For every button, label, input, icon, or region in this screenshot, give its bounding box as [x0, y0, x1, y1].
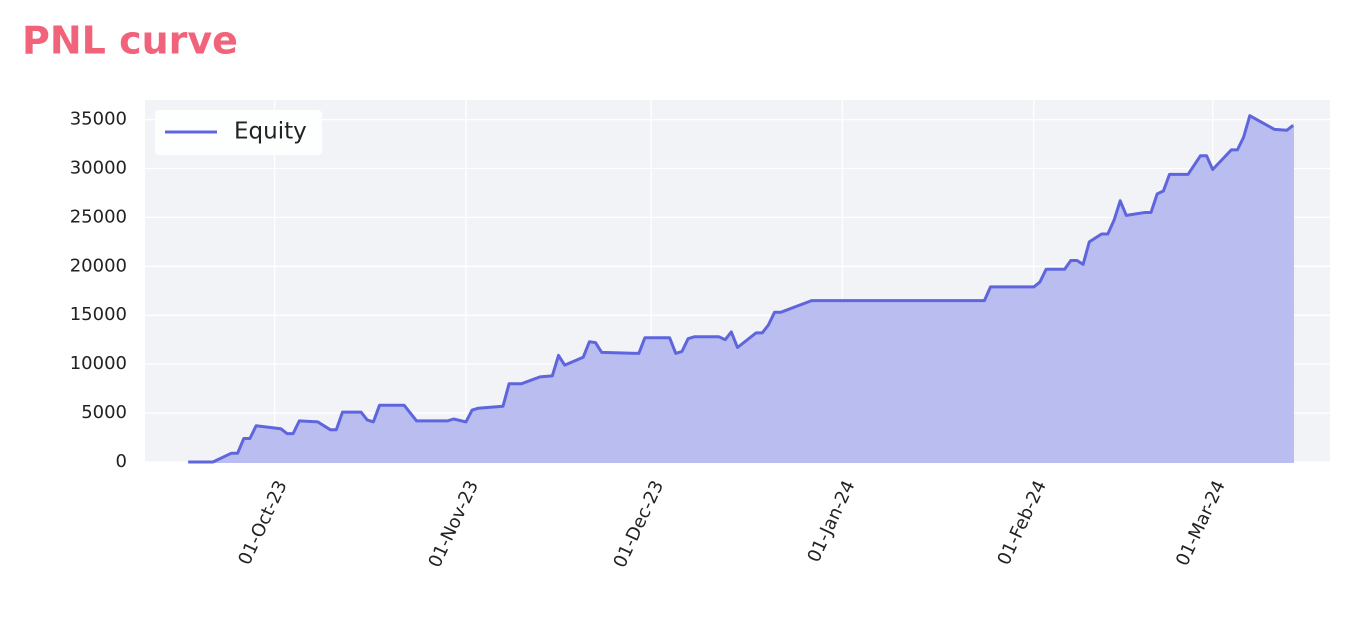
- y-tick-label: 15000: [70, 304, 127, 325]
- y-tick-label: 35000: [70, 109, 127, 130]
- line: [188, 114, 1294, 464]
- x-tick-label: 01-Mar-24: [1172, 477, 1230, 569]
- y-tick-label: 0: [116, 451, 127, 472]
- x-tick-label: 01-Oct-23: [234, 477, 291, 568]
- legend-box: [155, 110, 322, 155]
- legend-label: Equity: [234, 119, 307, 145]
- x-tick-label: 01-Nov-23: [424, 477, 483, 571]
- y-tick-label: 10000: [70, 353, 127, 374]
- y-tick-label: 30000: [70, 157, 127, 178]
- x-tick-label: 01-Feb-24: [993, 477, 1050, 568]
- x-tick-label: 01-Jan-24: [803, 477, 859, 565]
- x-tick-label: 01-Dec-23: [610, 477, 669, 571]
- legend: Equity: [155, 110, 322, 155]
- y-tick-label: 25000: [70, 206, 127, 227]
- y-tick-label: 5000: [81, 402, 127, 423]
- chart-title: PNL curve: [22, 19, 238, 63]
- y-tick-label: 20000: [70, 255, 127, 276]
